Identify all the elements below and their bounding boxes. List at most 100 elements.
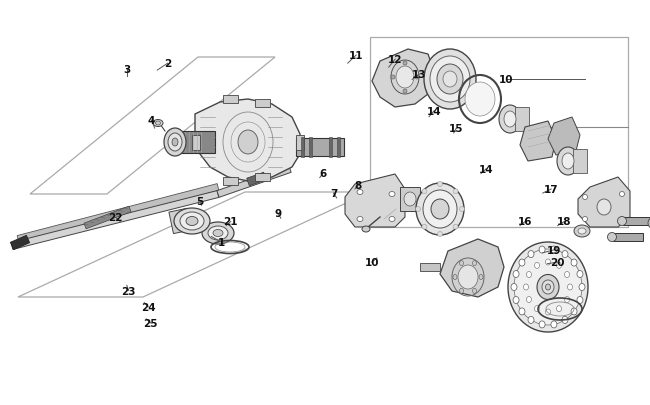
Polygon shape	[420, 263, 440, 271]
Text: 4: 4	[148, 116, 155, 126]
Text: 25: 25	[144, 318, 158, 328]
Ellipse shape	[526, 272, 532, 278]
Ellipse shape	[528, 251, 534, 258]
Polygon shape	[246, 173, 266, 186]
Ellipse shape	[514, 249, 582, 325]
Text: 2: 2	[164, 59, 172, 69]
Ellipse shape	[582, 195, 588, 200]
Ellipse shape	[539, 321, 545, 328]
Polygon shape	[548, 118, 580, 156]
Ellipse shape	[571, 308, 577, 315]
Text: 10: 10	[499, 75, 513, 85]
Ellipse shape	[431, 200, 449, 220]
Ellipse shape	[422, 190, 427, 194]
Ellipse shape	[357, 217, 363, 222]
Polygon shape	[222, 177, 237, 185]
Polygon shape	[217, 166, 291, 198]
Ellipse shape	[453, 225, 458, 230]
Ellipse shape	[504, 112, 516, 128]
Ellipse shape	[528, 317, 534, 324]
Ellipse shape	[403, 90, 407, 94]
Ellipse shape	[579, 284, 585, 291]
Ellipse shape	[508, 243, 588, 332]
Ellipse shape	[534, 263, 540, 269]
Polygon shape	[309, 138, 311, 158]
Text: 10: 10	[365, 258, 379, 267]
Ellipse shape	[542, 280, 554, 294]
Polygon shape	[169, 209, 191, 234]
Ellipse shape	[618, 217, 627, 226]
Ellipse shape	[513, 271, 519, 278]
Ellipse shape	[519, 308, 525, 315]
Ellipse shape	[556, 306, 562, 312]
Text: 16: 16	[518, 217, 532, 227]
Ellipse shape	[577, 297, 583, 304]
Ellipse shape	[180, 213, 204, 230]
Ellipse shape	[499, 106, 521, 134]
Ellipse shape	[473, 261, 476, 266]
Text: 11: 11	[349, 51, 363, 61]
Ellipse shape	[562, 251, 568, 258]
Text: 24: 24	[141, 302, 155, 312]
Ellipse shape	[562, 153, 574, 170]
Polygon shape	[10, 236, 30, 250]
Ellipse shape	[597, 200, 611, 215]
Text: 23: 23	[122, 286, 136, 296]
Ellipse shape	[437, 65, 463, 95]
Polygon shape	[613, 233, 643, 241]
Ellipse shape	[539, 247, 545, 254]
Text: 12: 12	[388, 55, 402, 65]
Polygon shape	[195, 100, 300, 181]
Polygon shape	[345, 175, 405, 228]
Ellipse shape	[172, 139, 178, 147]
Ellipse shape	[551, 321, 557, 328]
Ellipse shape	[164, 129, 186, 157]
Text: 13: 13	[412, 70, 426, 80]
Ellipse shape	[186, 217, 198, 226]
Ellipse shape	[473, 289, 476, 294]
Polygon shape	[400, 188, 420, 211]
Polygon shape	[11, 191, 219, 250]
Ellipse shape	[396, 67, 414, 89]
Ellipse shape	[155, 122, 161, 126]
Ellipse shape	[648, 218, 650, 228]
Polygon shape	[300, 138, 304, 158]
Ellipse shape	[556, 263, 562, 269]
Polygon shape	[520, 122, 556, 162]
Polygon shape	[440, 239, 504, 297]
Polygon shape	[578, 177, 630, 228]
Ellipse shape	[422, 225, 427, 230]
Polygon shape	[296, 135, 304, 150]
Ellipse shape	[571, 260, 577, 266]
Text: 6: 6	[319, 168, 327, 178]
Ellipse shape	[578, 228, 586, 234]
Ellipse shape	[574, 226, 590, 237]
Polygon shape	[372, 50, 435, 108]
Polygon shape	[573, 149, 587, 174]
Text: 21: 21	[224, 217, 238, 227]
Text: 3: 3	[124, 65, 131, 75]
Polygon shape	[623, 217, 650, 226]
Polygon shape	[17, 184, 219, 243]
Ellipse shape	[479, 275, 483, 280]
Text: 17: 17	[544, 185, 558, 194]
Ellipse shape	[453, 275, 457, 280]
Polygon shape	[337, 138, 339, 158]
Text: 9: 9	[275, 209, 281, 219]
Ellipse shape	[460, 289, 463, 294]
Text: 22: 22	[109, 213, 123, 223]
Ellipse shape	[213, 230, 223, 237]
Text: 15: 15	[449, 124, 463, 134]
Ellipse shape	[545, 259, 551, 265]
Ellipse shape	[415, 76, 419, 80]
Ellipse shape	[519, 260, 525, 266]
Ellipse shape	[567, 284, 573, 290]
Ellipse shape	[443, 72, 457, 88]
Text: 14: 14	[479, 164, 493, 174]
Text: 1: 1	[217, 237, 225, 247]
Polygon shape	[328, 138, 332, 158]
Ellipse shape	[523, 284, 528, 290]
Ellipse shape	[391, 76, 395, 80]
Ellipse shape	[208, 226, 228, 241]
Text: 5: 5	[196, 197, 204, 207]
